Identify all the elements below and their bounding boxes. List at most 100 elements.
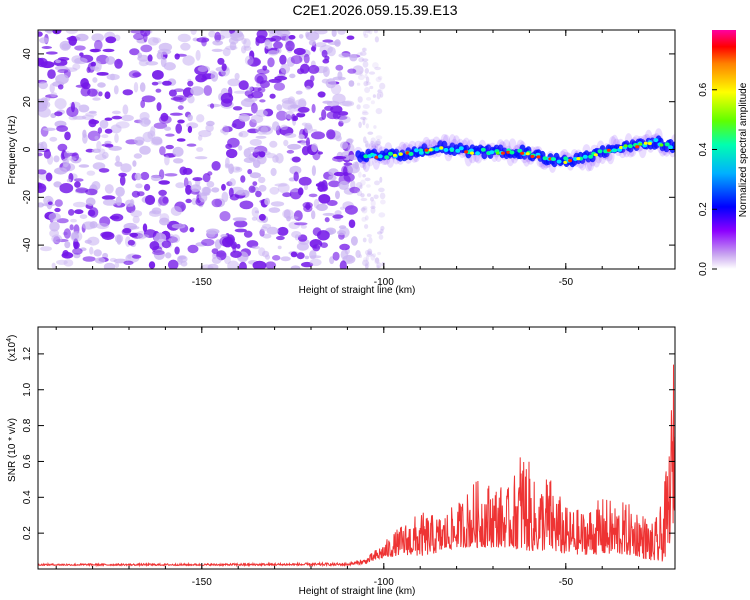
spectrogram-signal-layer [354,128,675,173]
noise-blob [42,101,51,109]
noise-blob [85,188,98,196]
noise-blob [262,223,272,229]
noise-blob [211,187,220,193]
noise-blob [189,227,195,233]
noise-blob [339,260,347,269]
noise-blob [231,123,237,128]
noise-blob [315,42,327,48]
noise-blob [221,63,227,72]
noise-blob [206,228,220,235]
noise-blob [211,248,219,255]
noise-blob [270,167,277,177]
noise-blob [143,119,152,125]
noise-speck [374,142,379,148]
noise-blob [251,102,258,114]
noise-blob [233,90,247,94]
noise-blob [53,155,60,163]
noise-blob [85,112,97,117]
noise-blob [303,205,313,213]
signal-core [509,150,515,155]
noise-speck [367,131,374,135]
noise-blob [122,227,132,234]
snr-x-axis-label: Height of straight line (km) [299,586,416,597]
noise-blob [59,183,74,194]
noise-speck [361,216,367,222]
noise-speck [361,111,369,116]
noise-blob [140,99,146,109]
noise-blob [252,260,267,269]
noise-speck [365,255,369,262]
noise-blob [153,122,168,129]
noise-blob [54,111,63,117]
noise-blob [269,93,276,99]
noise-speck [366,184,371,188]
snr-x-ticks: -150 -100 -50 [55,327,676,588]
noise-blob [72,115,87,120]
noise-blob [52,30,62,35]
noise-blob [249,172,262,179]
noise-blob [244,55,254,66]
noise-speck [375,76,382,83]
noise-speck [377,251,382,256]
noise-blob [243,148,251,158]
signal-core [475,151,480,156]
noise-blob [192,177,203,182]
noise-blob [40,61,55,69]
noise-blob [175,53,187,57]
noise-speck [365,76,370,83]
noise-blob [162,80,172,86]
noise-speck [374,257,380,265]
noise-blob [266,226,279,235]
noise-blob [82,256,96,262]
signal-peak [568,159,573,163]
signal-peak [392,153,397,157]
noise-speck [361,58,369,62]
noise-blob [75,187,89,193]
signal-peak [496,151,500,155]
noise-speck [361,47,367,52]
noise-blob [337,30,346,35]
noise-blob [324,105,334,111]
noise-speck [363,136,367,144]
noise-speck [370,207,376,214]
noise-blob [338,53,352,58]
noise-blob [272,155,279,163]
noise-blob [163,62,176,71]
noise-speck [374,36,379,43]
noise-blob [222,125,230,136]
noise-blob [47,69,56,79]
colorbar-tick-label: 0.6 [698,82,709,96]
noise-speck [364,261,370,268]
noise-blob [56,125,68,132]
noise-blob [311,131,325,140]
noise-blob [249,138,262,146]
noise-blob [127,239,135,246]
noise-speck [373,194,379,200]
noise-blob [45,172,53,182]
noise-blob [53,181,62,188]
noise-blob [101,134,109,139]
noise-blob [115,186,125,197]
noise-blob [282,192,292,198]
noise-blob [134,172,142,181]
noise-speck [379,176,383,183]
signal-peak [500,151,505,155]
noise-blob [127,254,132,259]
noise-blob [252,181,258,187]
noise-blob [264,197,270,206]
noise-blob [332,76,346,81]
noise-blob [198,134,203,141]
noise-blob [230,241,238,249]
noise-blob [248,185,256,193]
noise-speck [365,140,369,148]
colorbar-tick-label: 0.2 [698,202,709,216]
noise-speck [370,196,374,202]
spectrogram-y-ticks: -40 -20 0 20 40 [22,48,675,252]
noise-blob [129,232,139,238]
noise-blob [161,240,172,249]
noise-speck [379,228,384,234]
noise-blob [46,30,53,34]
noise-blob [312,244,321,252]
noise-blob [311,143,318,153]
signal-peak [470,151,474,155]
